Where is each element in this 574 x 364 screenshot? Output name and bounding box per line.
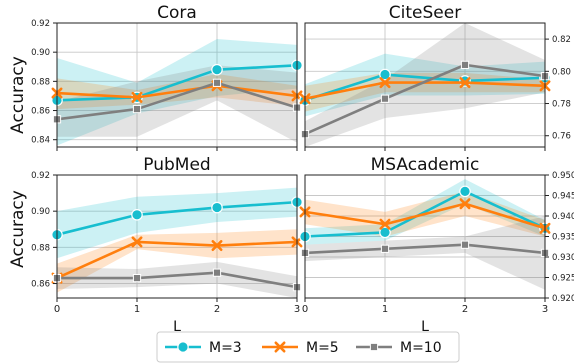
y-tick-label: 0.78: [552, 100, 571, 110]
y-axis-label-top: Accuracy: [8, 56, 28, 134]
data-point-m10: [380, 94, 390, 103]
series-line-m5: [304, 202, 546, 230]
series-line-m5: [56, 84, 298, 99]
legend: M=3 M=5 M=10: [156, 331, 460, 363]
y-tick-label: 0.88: [31, 77, 50, 87]
y-tick-label: 0.82: [552, 35, 571, 45]
panel-title-cora: Cora: [157, 3, 197, 23]
series-line-m10: [304, 243, 546, 255]
data-point-m3: [131, 208, 143, 221]
x-tick-label: 2: [214, 304, 220, 315]
data-point-m10: [460, 240, 470, 249]
confidence-band-m3: [305, 53, 545, 117]
series-line-m3: [56, 64, 298, 102]
data-point-m5: [131, 91, 143, 103]
y-tick-label: 0.92: [31, 19, 50, 29]
y-tick-label: 0.88: [31, 243, 50, 253]
x-tick-label: 3: [294, 304, 300, 315]
y-tick-label: 0.90: [31, 48, 50, 58]
x-tick-label: 0: [302, 304, 308, 315]
plot-area-cora: [57, 23, 297, 147]
series-line-m3: [56, 200, 298, 236]
legend-entry-m10: M=10: [356, 340, 442, 356]
chart-panel-msacademic: MSAcademic 0.920 0.925 0.930 0.935 0.940 0.945…: [299, 155, 574, 315]
y-tick-label: 0.80: [552, 67, 571, 77]
x-tick-label: 1: [134, 304, 140, 315]
legend-entry-m5: M=5: [262, 340, 339, 356]
data-point-m10: [380, 244, 390, 253]
data-point-m5: [211, 240, 223, 252]
panel-title-citeseer: CiteSeer: [389, 3, 461, 23]
data-point-m3: [379, 226, 391, 239]
x-tick-label: 1: [382, 304, 388, 315]
legend-label-m3: M=3: [209, 340, 242, 356]
x-axis-label-right: L: [421, 319, 429, 335]
y-tick-label: 0.86: [31, 280, 50, 290]
y-tick-label: 0.920: [552, 294, 574, 304]
y-tick-label: 0.935: [552, 233, 574, 243]
series-line-m3: [304, 73, 546, 102]
y-tick-label: 0.945: [552, 192, 574, 202]
legend-marker-m3: [177, 341, 189, 353]
y-tick-label: 0.925: [552, 274, 574, 284]
legend-marker-m5: [274, 341, 286, 353]
confidence-band-m10: [57, 65, 297, 143]
legend-entry-m3: M=3: [165, 340, 242, 356]
x-tick-label: 2: [462, 304, 468, 315]
series-line-m10: [56, 81, 298, 121]
confidence-band-m10: [305, 216, 545, 290]
data-point-m5: [131, 236, 143, 248]
x-axis-label-left: L: [173, 319, 181, 335]
chart-panel-pubmed: PubMed 0.86 0.88 0.90 0.92 0 1 2 3: [31, 155, 303, 315]
chart-panel-citeseer: CiteSeer 0.76 0.78 0.80 0.82: [299, 3, 571, 151]
chart-panel-cora: Cora 0.84 0.86 0.88 0.90 0.92: [31, 3, 303, 151]
y-axis-label-bottom: Accuracy: [8, 190, 28, 268]
data-point-m5: [459, 77, 471, 89]
data-point-m3: [211, 63, 223, 76]
y-tick-label: 0.92: [31, 171, 50, 181]
data-point-m10: [460, 60, 470, 69]
legend-label-m10: M=10: [400, 340, 442, 356]
y-tick-label: 0.76: [552, 132, 571, 142]
plot-frame-cora: [56, 22, 298, 148]
y-tick-label: 0.950: [552, 171, 574, 181]
data-point-m3: [211, 201, 223, 214]
x-tick-label: 0: [54, 304, 60, 315]
series-line-m10: [57, 271, 298, 289]
legend-box: [156, 331, 460, 363]
series-line-m3: [304, 190, 546, 238]
y-tick-label: 0.84: [31, 136, 50, 146]
legend-marker-m10: [369, 342, 379, 352]
data-point-m3: [459, 185, 471, 198]
series-line-m5: [56, 240, 298, 280]
data-point-m3: [379, 68, 391, 81]
plot-frame-citeseer: [304, 22, 546, 148]
plot-frame-pubmed: [56, 174, 298, 299]
confidence-band-m10: [57, 261, 297, 298]
series-line-m10: [304, 63, 546, 136]
y-tick-label: 0.90: [31, 207, 50, 217]
y-tick-label: 0.86: [31, 107, 50, 117]
panel-title-msacademic: MSAcademic: [371, 155, 480, 175]
data-point-m5: [379, 77, 391, 89]
data-point-m5: [459, 198, 471, 210]
data-point-m10: [132, 104, 142, 114]
data-point-m10: [132, 274, 142, 283]
x-tick-label: 3: [542, 304, 548, 315]
y-tick-label: 0.940: [552, 212, 574, 222]
data-point-m10: [212, 78, 222, 87]
panel-title-pubmed: PubMed: [143, 155, 210, 175]
data-point-m10: [212, 268, 222, 277]
confidence-band-m10: [305, 23, 545, 147]
legend-label-m5: M=5: [306, 340, 339, 356]
data-point-m5: [379, 218, 391, 230]
y-tick-label: 0.930: [552, 253, 574, 263]
